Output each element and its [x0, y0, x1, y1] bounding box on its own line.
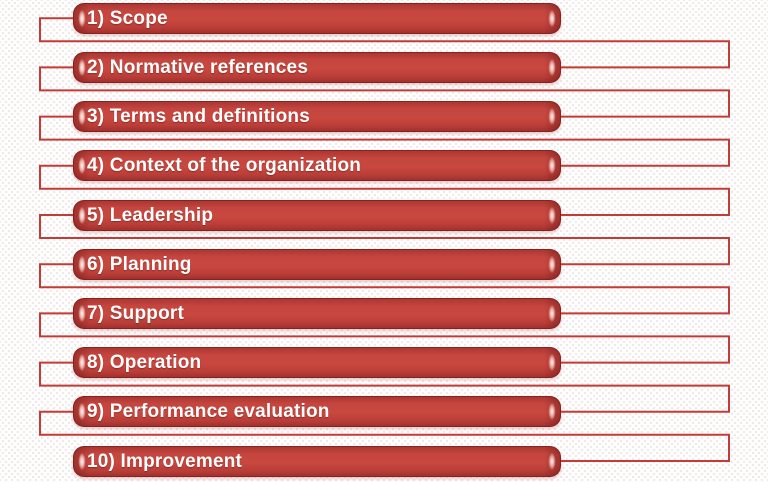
clause-label: 6) Planning — [87, 254, 192, 275]
clause-label: 1) Scope — [87, 8, 168, 29]
clause-label: 10) Improvement — [87, 451, 243, 472]
clause-bar-5: 5) Leadership — [73, 200, 561, 231]
clause-label: 5) Leadership — [87, 205, 214, 226]
clause-label: 2) Normative references — [87, 57, 309, 78]
clause-bar-4: 4) Context of the organization — [73, 150, 561, 181]
clause-bar-8: 8) Operation — [73, 347, 561, 378]
clause-bar-6: 6) Planning — [73, 249, 561, 280]
clause-bar-1: 1) Scope — [73, 3, 561, 34]
clause-label: 7) Support — [87, 303, 184, 324]
clause-bar-2: 2) Normative references — [73, 52, 561, 83]
serpentine-path — [39, 17, 730, 462]
clause-label: 4) Context of the organization — [87, 155, 362, 176]
clause-label: 8) Operation — [87, 352, 202, 373]
clause-bar-7: 7) Support — [73, 298, 561, 329]
clause-bar-9: 9) Performance evaluation — [73, 396, 561, 427]
clause-bar-10: 10) Improvement — [73, 446, 561, 477]
clause-label: 3) Terms and definitions — [87, 106, 310, 127]
clause-bar-3: 3) Terms and definitions — [73, 101, 561, 132]
clause-label: 9) Performance evaluation — [87, 401, 330, 422]
